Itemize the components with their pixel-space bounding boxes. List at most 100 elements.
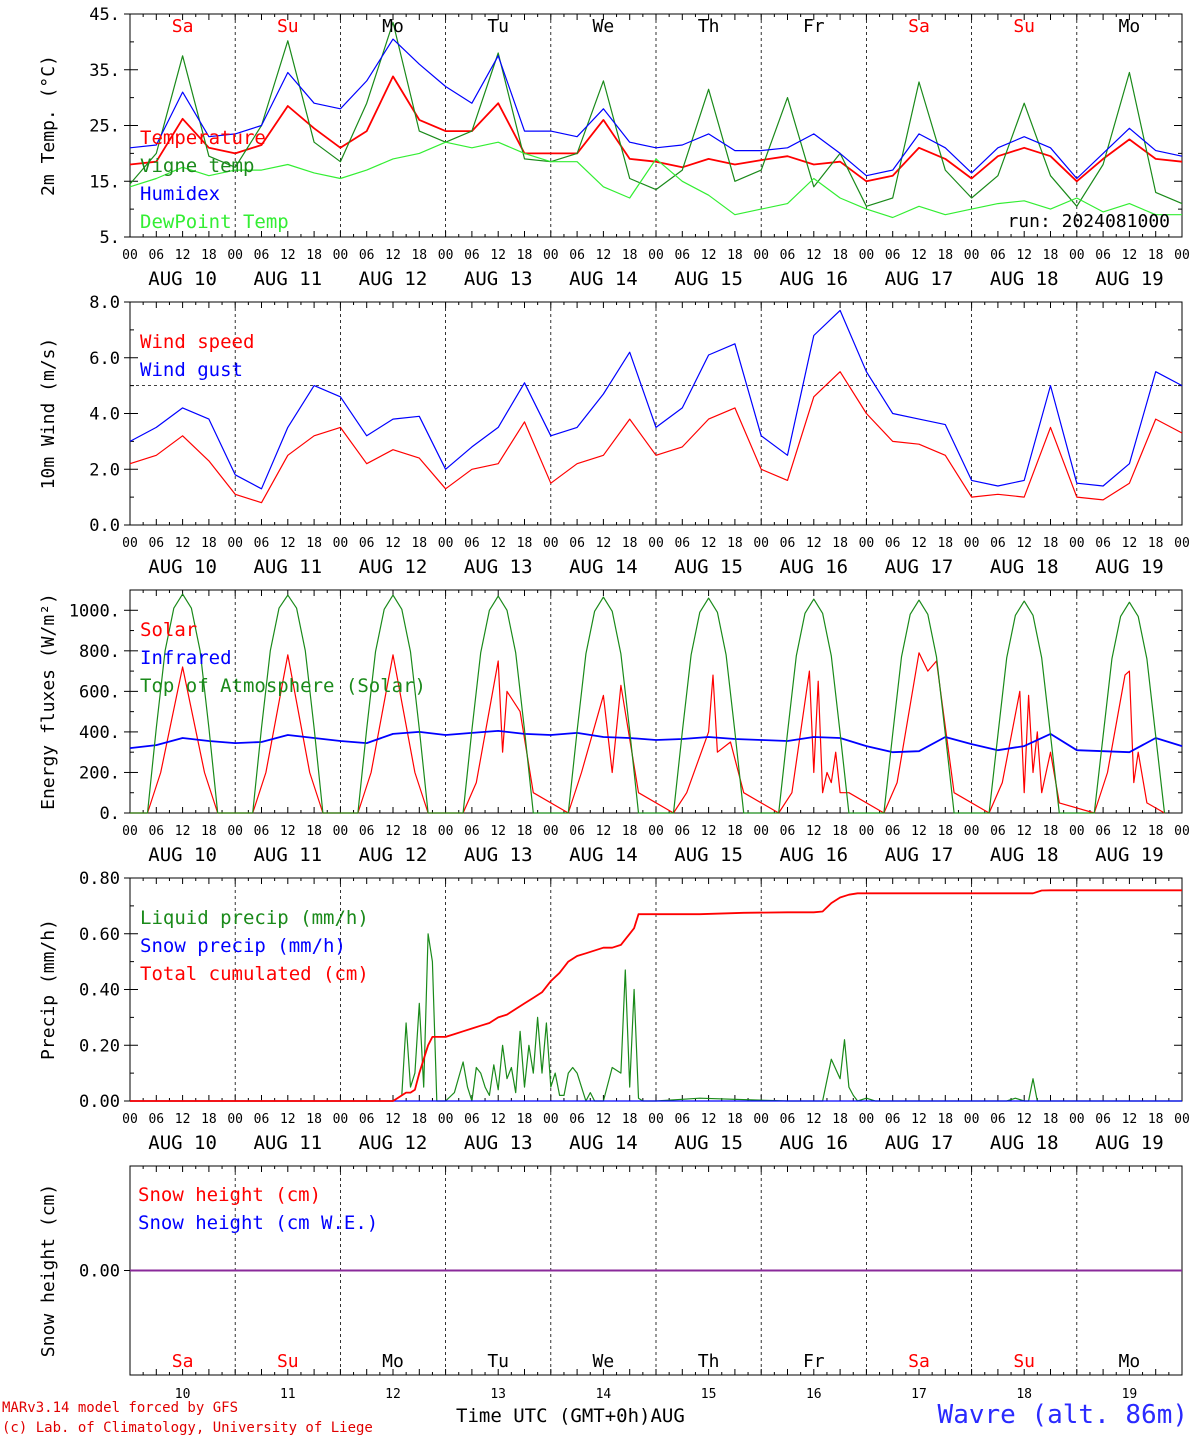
hour-tick-label: 18 — [411, 248, 427, 263]
y-tick-label: 0. — [100, 804, 120, 824]
y-tick-label: 0.20 — [79, 1036, 120, 1056]
hour-tick-label: 18 — [1148, 248, 1164, 263]
hour-tick-label: 00 — [753, 536, 769, 551]
hour-tick-label: 12 — [806, 1112, 822, 1127]
date-label: AUG 19 — [1095, 1132, 1164, 1154]
hour-tick-label: 12 — [175, 536, 191, 551]
hour-tick-label: 12 — [701, 824, 717, 839]
date-label: AUG 18 — [990, 556, 1059, 578]
hour-tick-label: 12 — [701, 248, 717, 263]
hour-tick-label: 12 — [385, 824, 401, 839]
weekday-label: Fr — [803, 1351, 825, 1372]
hour-tick-label: 12 — [280, 1112, 296, 1127]
panel-4: 0.00 0.20 0.40 0.60 0.80 Precip (mm/h) Liquid … — [38, 869, 1190, 1154]
hour-tick-label: 06 — [148, 248, 164, 263]
hour-tick-label: 00 — [438, 824, 454, 839]
hour-tick-label: 06 — [1095, 248, 1111, 263]
y-tick-label: 0.00 — [79, 1092, 120, 1112]
hour-tick-label: 12 — [280, 248, 296, 263]
hour-tick-label: 00 — [1069, 248, 1085, 263]
weekday-label: Tu — [487, 1351, 509, 1372]
weekday-label: Mo — [382, 16, 404, 37]
hour-tick-label: 00 — [753, 824, 769, 839]
y-tick-label: 45. — [89, 5, 120, 25]
hour-tick-label: 06 — [359, 536, 375, 551]
hour-tick-label: 00 — [543, 536, 559, 551]
hour-tick-label: 18 — [937, 1112, 953, 1127]
legend-entry: Total cumulated (cm) — [140, 963, 369, 985]
panel-5: 0.00 Snow height (cm) Snow height (cm) Snow… — [38, 1165, 1183, 1402]
date-label: AUG 17 — [885, 556, 954, 578]
date-label: AUG 16 — [779, 1132, 848, 1154]
date-label: AUG 15 — [674, 556, 743, 578]
hour-tick-label: 18 — [306, 824, 322, 839]
hour-tick-label: 00 — [438, 248, 454, 263]
series-line-1 — [129, 75, 1183, 183]
hour-tick-label: 06 — [359, 824, 375, 839]
hour-tick-label: 12 — [1016, 536, 1032, 551]
hour-tick-label: 00 — [648, 536, 664, 551]
panel-2: 0.0 2.0 4.0 6.0 8.0 10m Wind (m/s) Wind speed W… — [38, 293, 1190, 578]
hour-tick-label: 06 — [1095, 824, 1111, 839]
hour-tick-label: 06 — [885, 248, 901, 263]
hour-tick-label: 00 — [122, 824, 138, 839]
date-label: AUG 11 — [253, 1132, 322, 1154]
date-label: AUG 11 — [253, 844, 322, 866]
time-axis-month: AUG — [650, 1405, 685, 1427]
weekday-label: Mo — [1119, 1351, 1141, 1372]
hour-tick-label: 12 — [280, 824, 296, 839]
y-tick-label: 800. — [79, 642, 120, 662]
day-number-label: 15 — [701, 1387, 717, 1402]
hour-tick-label: 18 — [306, 1112, 322, 1127]
hour-tick-label: 18 — [517, 1112, 533, 1127]
date-label: AUG 19 — [1095, 556, 1164, 578]
hour-tick-label: 18 — [832, 1112, 848, 1127]
hour-tick-label: 06 — [148, 1112, 164, 1127]
hour-tick-label: 06 — [1095, 536, 1111, 551]
weekday-label: Mo — [1119, 16, 1141, 37]
date-label: AUG 12 — [359, 268, 428, 290]
hour-tick-label: 00 — [1069, 824, 1085, 839]
date-label: AUG 18 — [990, 268, 1059, 290]
weekday-label: Th — [698, 16, 720, 37]
legend-entry: Snow height (cm) — [138, 1184, 321, 1206]
hour-tick-label: 18 — [201, 1112, 217, 1127]
date-label: AUG 15 — [674, 268, 743, 290]
day-number-label: 16 — [806, 1387, 822, 1402]
hour-tick-label: 06 — [990, 536, 1006, 551]
y-tick-label: 1000. — [69, 601, 120, 621]
hour-tick-label: 06 — [780, 248, 796, 263]
time-axis-label: Time UTC (GMT+0h)AUG — [456, 1405, 685, 1427]
hour-tick-label: 06 — [254, 248, 270, 263]
series-line-3 — [130, 889, 1182, 1102]
date-label: AUG 10 — [148, 268, 217, 290]
legend-entry: DewPoint Temp — [140, 211, 289, 233]
time-axis-title: Time UTC (GMT+0h) — [456, 1405, 651, 1427]
hour-tick-label: 06 — [885, 536, 901, 551]
hour-tick-label: 12 — [596, 824, 612, 839]
y-tick-label: 0.0 — [89, 516, 120, 536]
series-line-2 — [129, 730, 1183, 754]
day-number-label: 11 — [280, 1387, 296, 1402]
date-label: AUG 10 — [148, 1132, 217, 1154]
hour-tick-label: 00 — [543, 248, 559, 263]
hour-tick-label: 00 — [122, 248, 138, 263]
legend-entry: Wind speed — [140, 331, 254, 353]
hour-tick-label: 12 — [175, 824, 191, 839]
panel-frame — [129, 13, 1183, 238]
y-tick-label: 6.0 — [89, 349, 120, 369]
hour-tick-label: 18 — [1043, 248, 1059, 263]
hour-tick-label: 18 — [727, 536, 743, 551]
date-label: AUG 18 — [990, 1132, 1059, 1154]
hour-tick-label: 00 — [333, 536, 349, 551]
weekday-label: We — [593, 16, 615, 37]
series-line-4 — [129, 141, 1182, 219]
date-label: AUG 15 — [674, 1132, 743, 1154]
hour-tick-label: 12 — [596, 536, 612, 551]
hour-tick-label: 18 — [411, 536, 427, 551]
hour-tick-label: 00 — [859, 248, 875, 263]
y-tick-label: 0.80 — [79, 869, 120, 889]
weekday-label: Su — [277, 1351, 299, 1372]
y-tick-label: 8.0 — [89, 293, 120, 313]
hour-tick-label: 06 — [990, 1112, 1006, 1127]
